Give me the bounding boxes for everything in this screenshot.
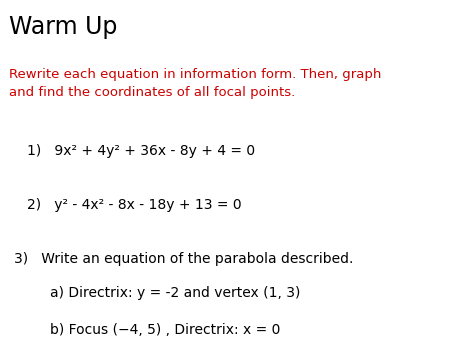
Text: b) Focus (−4, 5) , Directrix: x = 0: b) Focus (−4, 5) , Directrix: x = 0: [50, 323, 280, 337]
Text: Rewrite each equation in information form. Then, graph
and find the coordinates : Rewrite each equation in information for…: [9, 68, 382, 99]
Text: a) Directrix: y = -2 and vertex (1, 3): a) Directrix: y = -2 and vertex (1, 3): [50, 286, 300, 299]
Text: 2)   y² - 4x² - 8x - 18y + 13 = 0: 2) y² - 4x² - 8x - 18y + 13 = 0: [27, 198, 242, 212]
Text: Warm Up: Warm Up: [9, 15, 117, 39]
Text: 3)   Write an equation of the parabola described.: 3) Write an equation of the parabola des…: [14, 252, 353, 266]
Text: 1)   9x² + 4y² + 36x - 8y + 4 = 0: 1) 9x² + 4y² + 36x - 8y + 4 = 0: [27, 144, 255, 158]
